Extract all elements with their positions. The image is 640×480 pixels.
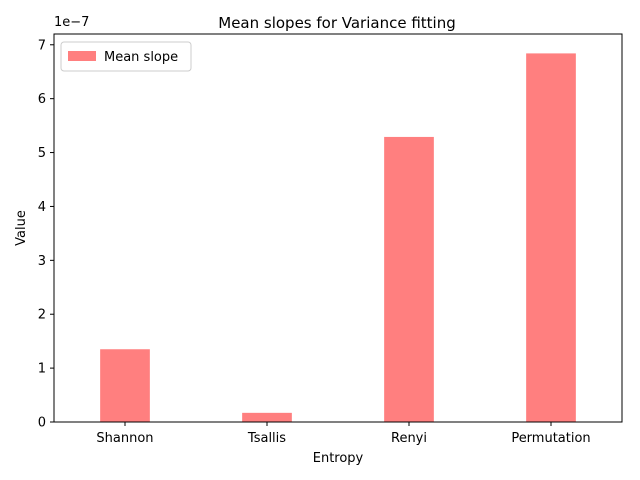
y-tick-label: 5 [38,146,46,161]
bar-renyi [384,136,434,422]
y-tick-label: 0 [38,416,46,431]
chart-title: Mean slopes for Variance fitting [218,14,456,32]
y-axis-ticks: 0 1 2 3 4 5 6 7 [38,38,54,431]
legend-label: Mean slope [104,50,178,65]
y-tick-label: 6 [38,92,46,107]
x-tick-label: Shannon [96,431,153,446]
x-tick-label: Renyi [391,431,427,446]
y-tick-label: 3 [38,254,46,269]
bar-permutation [526,53,576,423]
plot-frame [53,33,623,423]
y-tick-label: 2 [38,308,46,323]
y-tick-label: 1 [38,362,46,377]
legend: Mean slope [60,41,192,72]
x-axis-ticks: Shannon Tsallis Renyi Permutation [96,422,591,446]
y-offset-label: 1e−7 [54,15,89,30]
y-tick-label: 7 [38,38,46,53]
legend-swatch [68,51,96,61]
bar-shannon [100,349,150,422]
bar-tsallis [242,412,292,422]
y-axis-label: Value [14,210,29,246]
legend-box [60,41,192,72]
x-tick-label: Tsallis [247,431,286,446]
x-axis-label: Entropy [313,451,364,466]
y-tick-label: 4 [38,200,46,215]
bars-group [100,53,576,423]
x-tick-label: Permutation [511,431,590,446]
